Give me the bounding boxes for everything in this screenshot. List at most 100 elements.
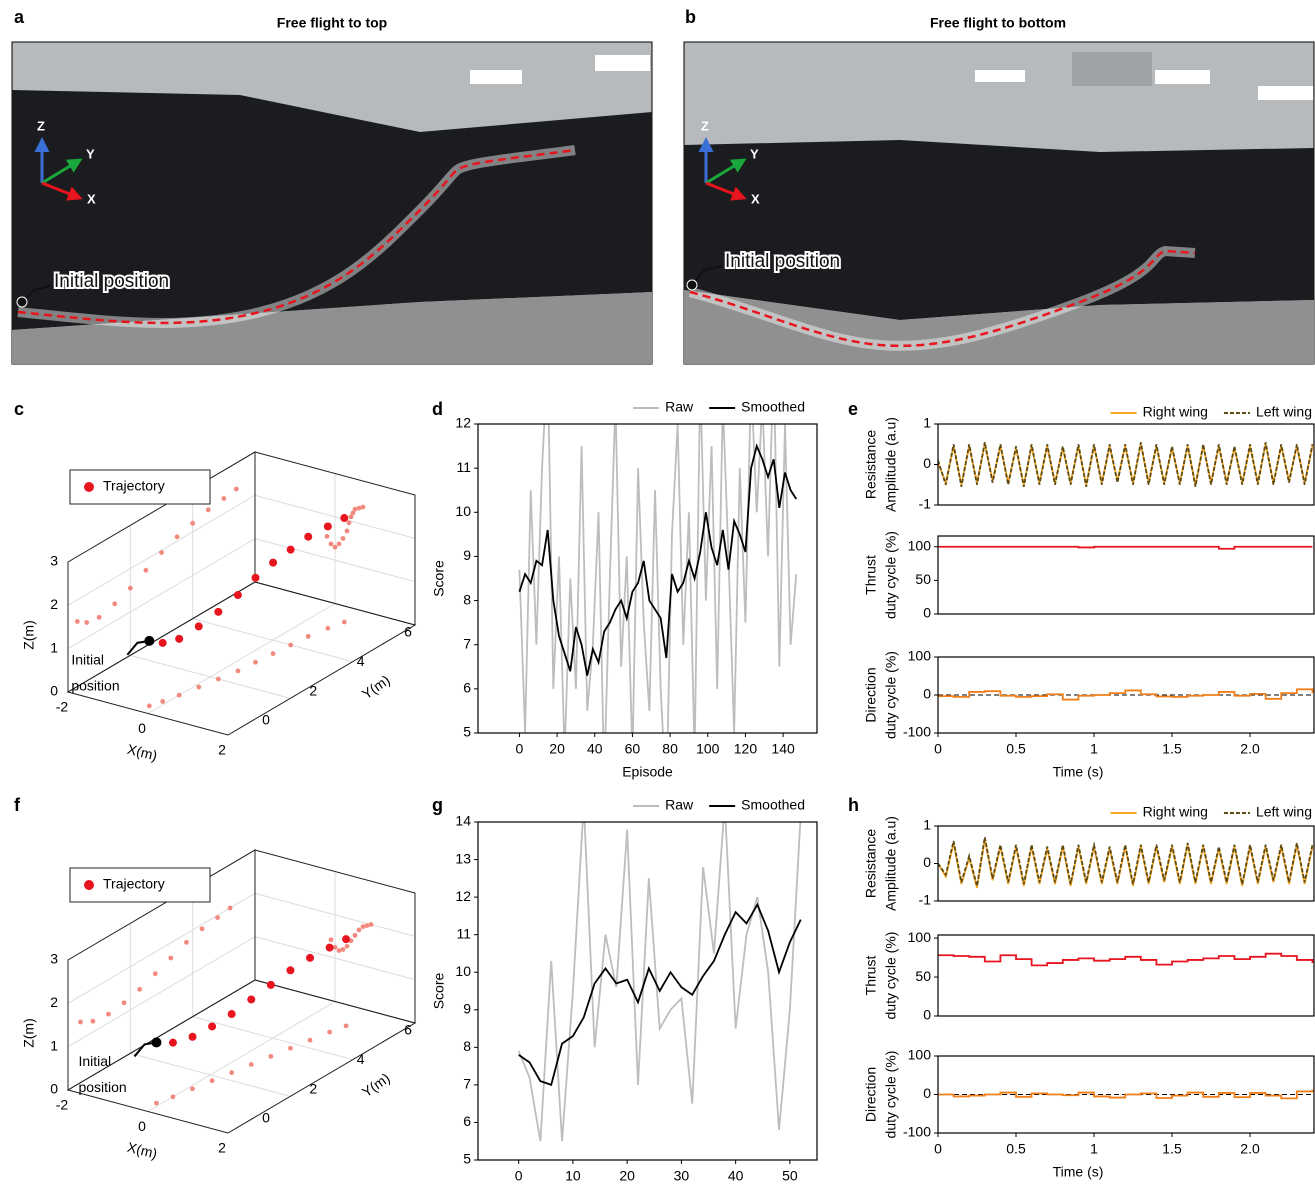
x-tick-label: 2: [218, 742, 226, 758]
trajectory-point: [233, 591, 242, 600]
x-tick-label: 2.0: [1240, 741, 1260, 757]
trajectory-point: [325, 943, 334, 952]
axis-label: Y: [86, 146, 95, 161]
x-tick-label: 100: [696, 741, 720, 757]
axis-arrow: [41, 181, 83, 201]
x-tick-label: 40: [587, 741, 603, 757]
y-axis-label: duty cycle (%): [883, 1051, 899, 1139]
panel-label: a: [14, 7, 25, 27]
shadow-point: [307, 1037, 313, 1043]
z-tick-label: 3: [50, 553, 58, 569]
trajectory-point: [158, 638, 167, 647]
floor: [12, 292, 652, 364]
leader: [21, 285, 51, 303]
legend-label: Smoothed: [741, 797, 805, 813]
x-tick-label: -2: [56, 699, 69, 715]
axis-arrow: [41, 158, 83, 185]
y-axis-label: Score: [431, 973, 447, 1010]
axis-label: X: [87, 191, 96, 206]
y-tick-label: 12: [455, 888, 471, 904]
x-tick-label: 10: [565, 1168, 581, 1184]
x-tick-label: 0: [138, 1118, 146, 1134]
shadow-point: [106, 1011, 111, 1017]
y-tick-label: 100: [908, 648, 932, 664]
legend-label: Trajectory: [103, 478, 165, 494]
y-axis-label: Direction: [863, 1067, 879, 1122]
y-tick-label: -100: [903, 724, 931, 740]
y-tick-label: 5: [463, 1151, 471, 1167]
shadow-point: [112, 601, 118, 607]
x-tick-label: 40: [728, 1168, 744, 1184]
legend-label: Raw: [665, 797, 694, 813]
shadow-point: [160, 699, 166, 704]
shadow-point: [215, 915, 221, 920]
shadow-point: [168, 955, 174, 961]
trajectory-point: [266, 980, 275, 989]
curtain: [684, 140, 1314, 320]
shadow-point: [205, 507, 211, 513]
trajectory: [17, 148, 576, 325]
y-tick-label: 0: [262, 712, 270, 728]
initial-dot: [16, 296, 28, 308]
legend-label: Left wing: [1256, 404, 1312, 420]
shadow-point: [288, 1045, 293, 1051]
shadow-point: [74, 619, 80, 624]
trajectory-point: [251, 573, 260, 582]
grid-line: [192, 618, 353, 663]
series-line: [938, 952, 1314, 967]
trajectory-point: [247, 995, 256, 1004]
y-tick-label: 1: [923, 415, 931, 431]
shadow-point: [127, 585, 133, 591]
leader: [691, 265, 723, 286]
shadow-point: [152, 971, 158, 977]
ceiling-vent: [1072, 52, 1152, 86]
x-tick-label: 0.5: [1006, 741, 1026, 757]
shadow-point: [346, 520, 352, 526]
y-tick-label: 6: [463, 680, 471, 696]
x-tick-label: 80: [662, 741, 678, 757]
shadow-point: [235, 668, 241, 674]
shadow-point: [352, 932, 358, 938]
grid-line: [147, 1001, 336, 1112]
x-tick-label: 0: [934, 1141, 942, 1157]
series-line: [938, 545, 1313, 550]
x-axis-label: Time (s): [1053, 764, 1104, 780]
y-tick-label: 7: [463, 635, 471, 651]
x-tick-label: 20: [619, 1168, 635, 1184]
shadow-point: [184, 939, 189, 945]
shadow-point: [360, 924, 366, 930]
shadow-point: [360, 504, 366, 510]
shadow-point: [350, 510, 356, 516]
z-tick-label: 0: [50, 1081, 58, 1097]
annotation: Initial position: [725, 251, 840, 272]
ceiling-light: [595, 55, 650, 71]
shadow-point: [356, 927, 362, 933]
legend-label: Left wing: [1256, 804, 1312, 820]
ceiling-light: [1258, 86, 1313, 100]
shadow-point: [209, 1078, 215, 1084]
plot-frame: [477, 423, 818, 734]
x-tick-label: 0: [515, 1168, 523, 1184]
y-axis-label: Thrust: [863, 956, 879, 996]
pane-edge: [254, 849, 416, 1024]
x-tick-label: 0: [516, 741, 524, 757]
shadow-point: [368, 922, 374, 927]
shadow-point: [344, 943, 350, 949]
y-tick-label: 12: [455, 415, 471, 431]
shadow-point: [199, 926, 205, 932]
x-axis-label: Episode: [622, 764, 673, 780]
trajectory-point: [214, 607, 223, 616]
legend-label: Right wing: [1143, 804, 1208, 820]
y-tick-label: 10: [455, 503, 471, 519]
trajectory-point: [342, 935, 351, 944]
y-tick-label: 0: [262, 1110, 270, 1126]
shadow-point: [356, 505, 362, 511]
plot-frame: [937, 934, 1315, 1017]
z-tick-label: 2: [50, 596, 58, 612]
shadow-point: [343, 1023, 349, 1029]
y-tick-label: 100: [908, 929, 932, 945]
shadow-point: [233, 486, 239, 492]
series-line: [938, 837, 1314, 887]
plot-frame: [477, 821, 818, 1161]
series-line: [517, 822, 802, 1142]
